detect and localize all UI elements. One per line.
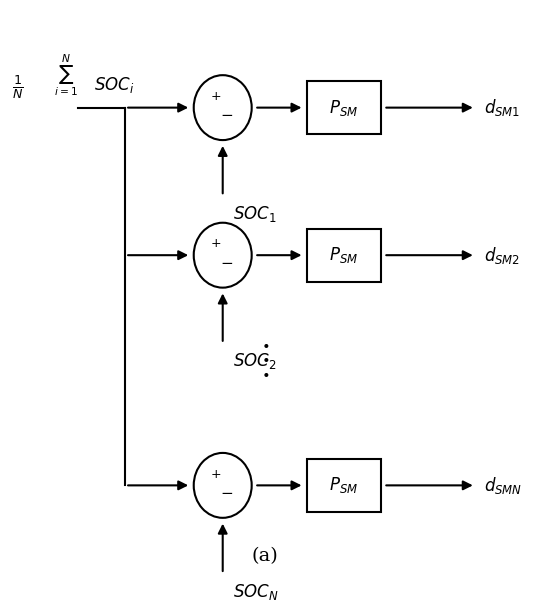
Text: $\bullet$: $\bullet$	[261, 352, 269, 365]
Text: (a): (a)	[252, 547, 278, 565]
FancyBboxPatch shape	[307, 229, 381, 282]
Text: $\sum_{i=1}^{N}$: $\sum_{i=1}^{N}$	[54, 52, 78, 98]
Text: $P_{SM}$: $P_{SM}$	[329, 245, 359, 265]
Text: $-$: $-$	[221, 254, 233, 269]
FancyBboxPatch shape	[307, 81, 381, 134]
Text: $\frac{1}{N}$: $\frac{1}{N}$	[12, 73, 23, 101]
Text: $d_{SM2}$: $d_{SM2}$	[483, 245, 520, 266]
Text: $SOC_N$: $SOC_N$	[233, 582, 279, 602]
Text: $SOC_i$: $SOC_i$	[94, 75, 134, 95]
Text: $-$: $-$	[221, 107, 233, 121]
Text: $+$: $+$	[210, 467, 221, 481]
Text: $d_{SM1}$: $d_{SM1}$	[483, 97, 520, 118]
Text: $+$: $+$	[210, 90, 221, 103]
Text: $+$: $+$	[210, 238, 221, 250]
Text: $SOC_1$: $SOC_1$	[233, 204, 277, 224]
Text: $P_{SM}$: $P_{SM}$	[329, 475, 359, 496]
Text: $P_{SM}$: $P_{SM}$	[329, 98, 359, 118]
Text: $SOC_2$: $SOC_2$	[233, 352, 277, 371]
Text: $\bullet$: $\bullet$	[261, 366, 269, 380]
Text: $\bullet$: $\bullet$	[261, 336, 269, 351]
FancyBboxPatch shape	[307, 459, 381, 512]
Text: $-$: $-$	[221, 485, 233, 499]
Text: $d_{SMN}$: $d_{SMN}$	[483, 475, 522, 496]
